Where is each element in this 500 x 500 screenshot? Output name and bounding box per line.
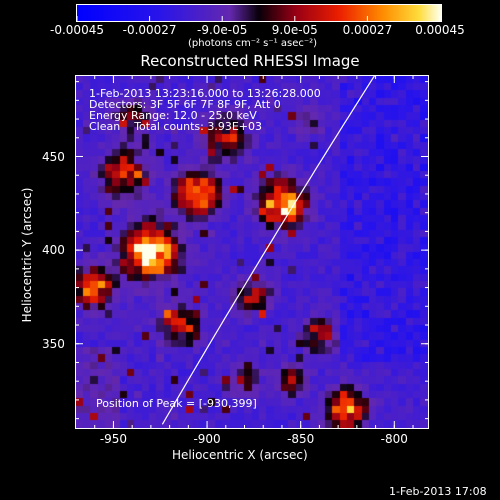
- plot-title: Reconstructed RHESSI Image: [140, 52, 360, 70]
- y-axis-label: Heliocentric Y (arcsec): [20, 187, 34, 323]
- x-tick-label: -850: [287, 432, 315, 446]
- colorbar-units: (photons cm⁻² s⁻¹ asec⁻²): [188, 38, 318, 49]
- info-energy: Energy Range: 12.0 - 25.0 keV: [89, 109, 257, 122]
- image-plot: 1-Feb-2013 13:23:16.000 to 13:26:28.000 …: [75, 75, 429, 429]
- colorbar: [76, 4, 442, 22]
- limb-overlay: [161, 76, 376, 425]
- colorbar-tick-label: 0.00027: [342, 23, 393, 37]
- x-axis-label: Heliocentric X (arcsec): [172, 448, 308, 462]
- colorbar-tick-label: 0.00045: [415, 23, 465, 37]
- colorbar-tick-label: -0.00045: [50, 23, 104, 37]
- peak-position: Position of Peak = [-930,399]: [96, 397, 257, 410]
- x-tick-label: -900: [193, 432, 221, 446]
- y-tick-label: 400: [42, 243, 65, 258]
- colorbar-ticks: [76, 16, 441, 21]
- colorbar-tick-label: -0.00027: [122, 23, 177, 37]
- solar-limb-line: [161, 76, 376, 425]
- x-tick-label: -800: [380, 432, 408, 446]
- colorbar-tick-label: -9.0e-05: [196, 23, 248, 37]
- info-detectors: Detectors: 3F 5F 6F 7F 8F 9F, Att 0: [89, 98, 281, 111]
- timestamp: 1-Feb-2013 17:08: [389, 485, 487, 498]
- y-tick-label: 450: [42, 149, 65, 164]
- y-tick-label: 350: [42, 336, 65, 351]
- colorbar-tick-label: 9.0e-05: [271, 23, 318, 37]
- rhessi-image: [76, 76, 428, 428]
- info-clean: Clean Total counts: 3.93E+03: [89, 120, 263, 133]
- x-tick-label: -950: [99, 432, 128, 446]
- info-time: 1-Feb-2013 13:23:16.000 to 13:26:28.000: [89, 87, 321, 100]
- colorbar-gradient: [77, 5, 441, 21]
